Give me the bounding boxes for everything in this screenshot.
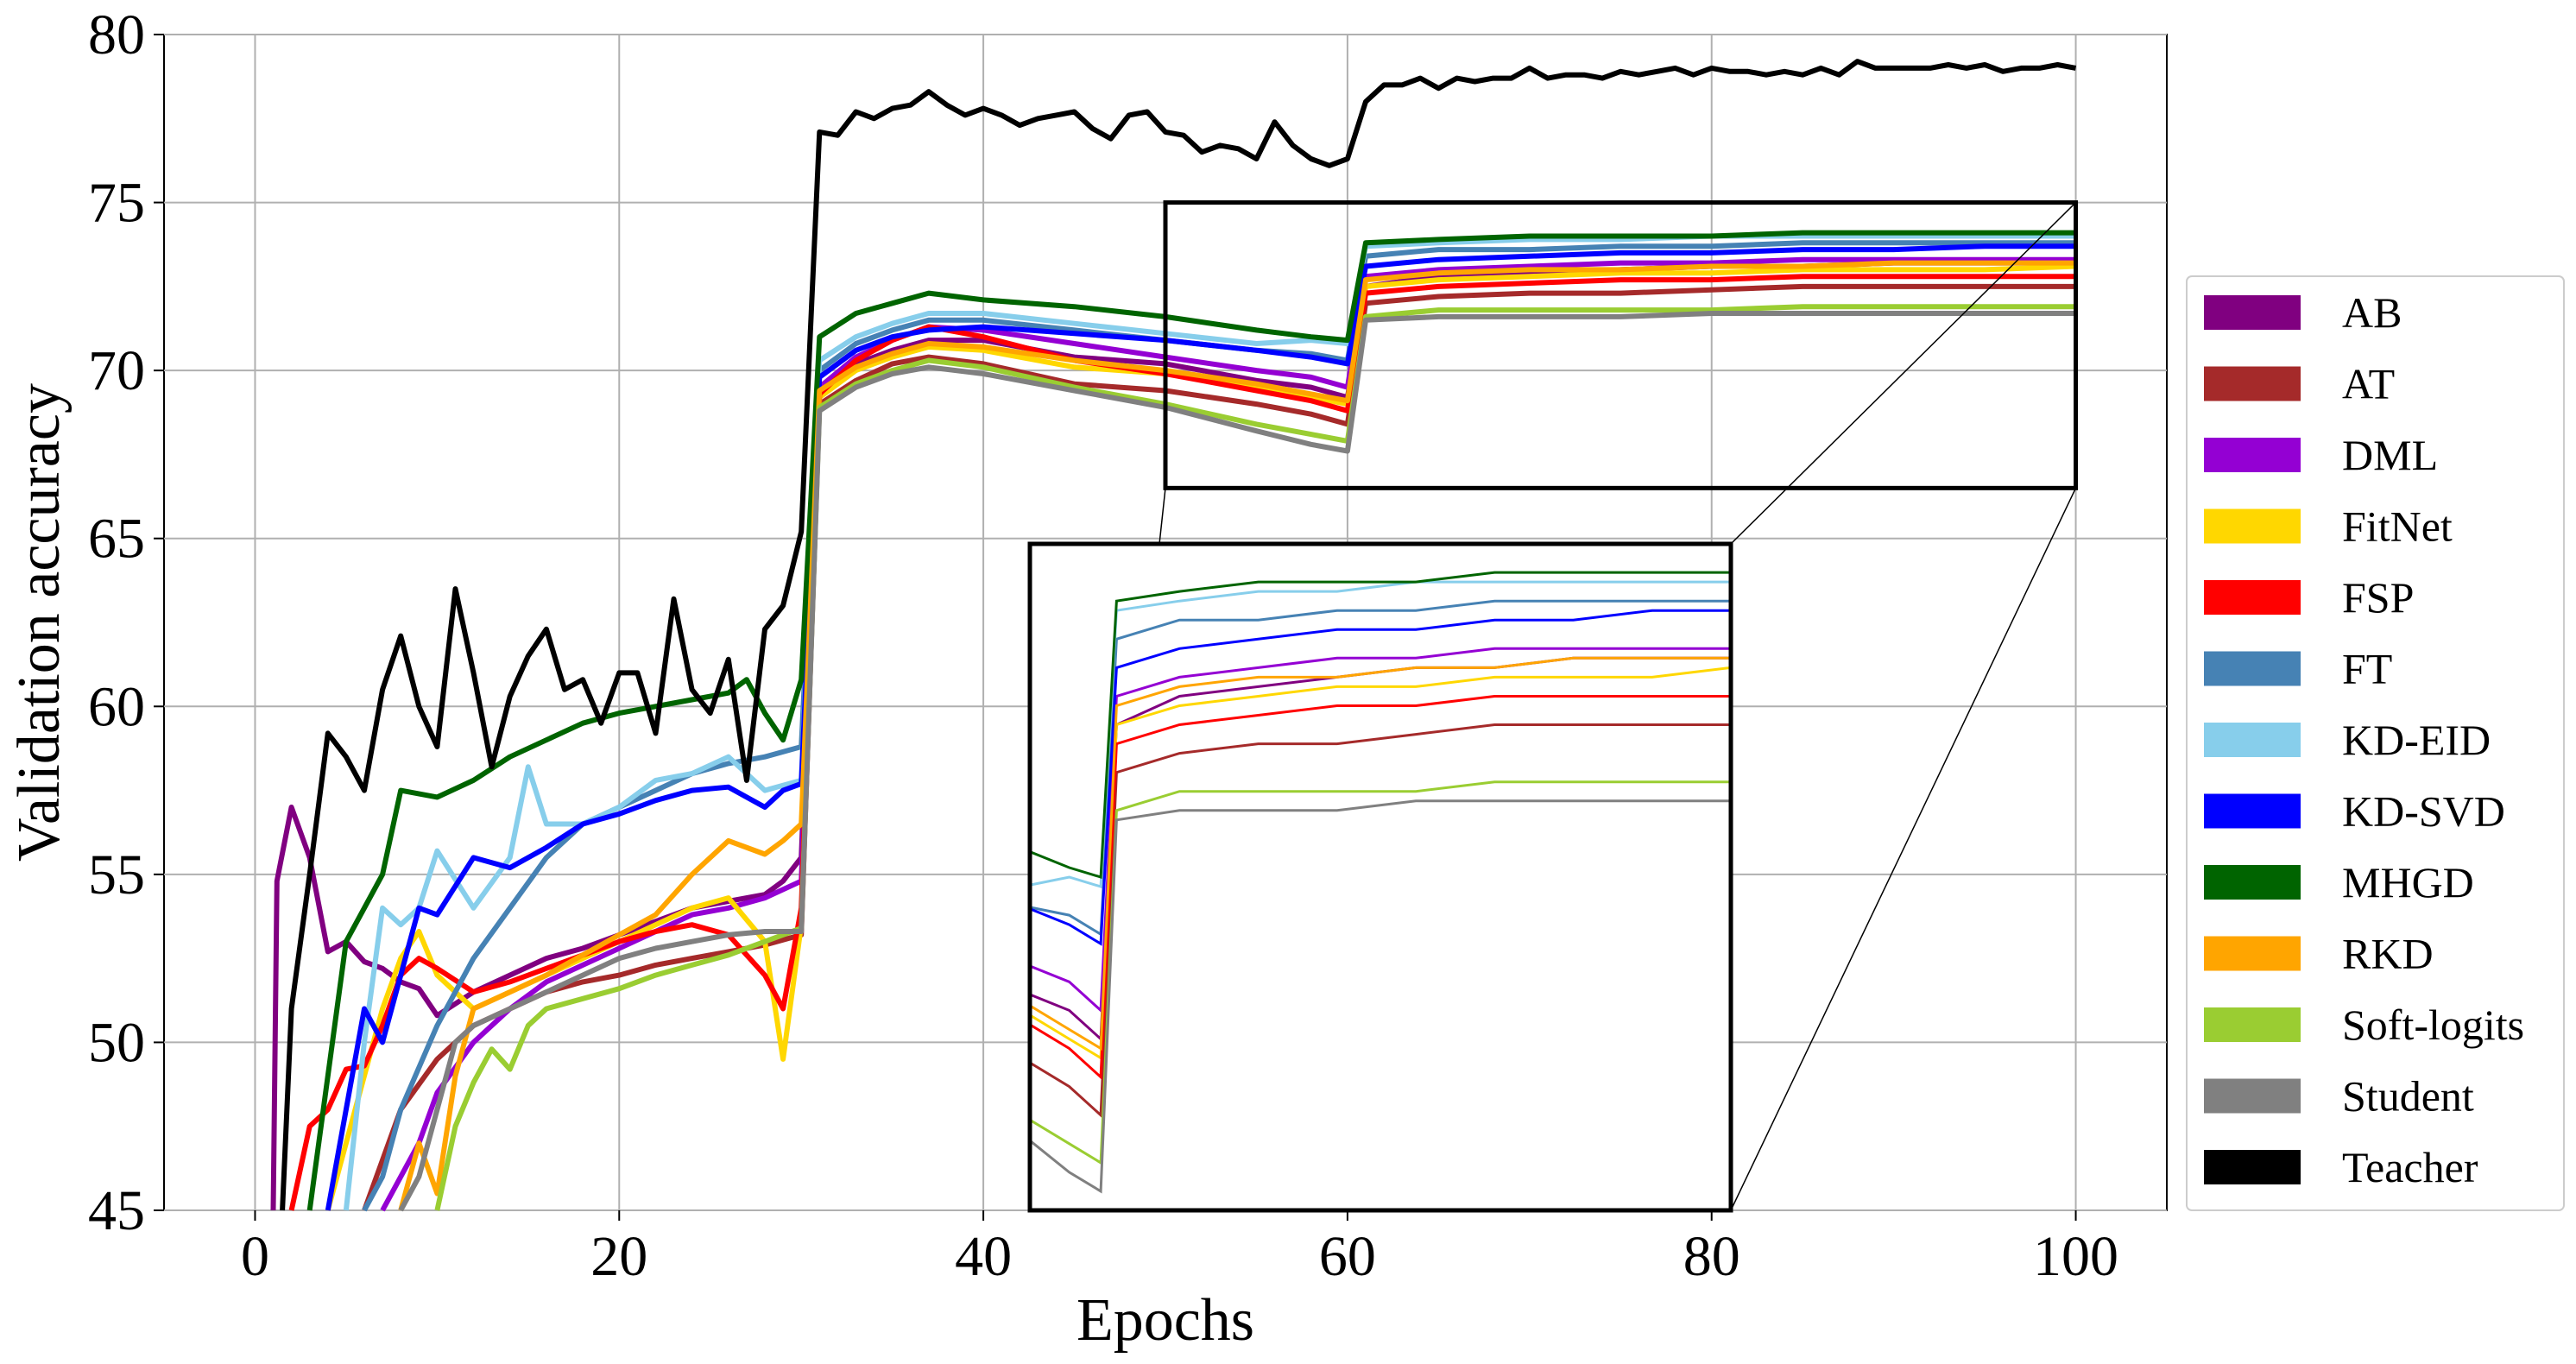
legend-label: Student xyxy=(2342,1072,2474,1121)
legend-swatch xyxy=(2204,793,2301,829)
legend-swatch xyxy=(2204,366,2301,401)
legend-swatch xyxy=(2204,1007,2301,1042)
zoom-inset xyxy=(1027,541,1733,1213)
y-tick-label: 70 xyxy=(88,339,145,402)
zoom-region-box xyxy=(1163,200,2079,490)
y-tick-label: 65 xyxy=(88,508,145,571)
series-line-ft xyxy=(362,240,2076,1212)
legend-label: DML xyxy=(2342,431,2438,479)
x-tick-label: 60 xyxy=(1319,1225,1376,1288)
series-lines xyxy=(270,59,2077,1212)
axis-ticks: 0 20 40 60 80 100 45 50 55 60 65 70 75 80 xyxy=(88,3,2118,1288)
legend-label: KD-EID xyxy=(2342,716,2491,764)
inset-line-student xyxy=(1030,799,1731,1194)
x-tick-label: 20 xyxy=(590,1225,647,1288)
legend-swatch xyxy=(2204,1078,2301,1114)
legend-label: FitNet xyxy=(2342,502,2453,551)
y-tick-label: 75 xyxy=(88,172,145,235)
inset-line-soft-logits xyxy=(1030,780,1731,1165)
legend-label: RKD xyxy=(2342,930,2434,978)
connector-line xyxy=(1730,488,2077,1211)
inset-frame xyxy=(1027,541,1733,1213)
x-tick-label: 0 xyxy=(241,1225,269,1288)
x-tick-label: 40 xyxy=(955,1225,1012,1288)
x-tick-label: 80 xyxy=(1683,1225,1740,1288)
legend-label: Soft-logits xyxy=(2342,1001,2524,1049)
legend-swatch xyxy=(2204,1150,2301,1184)
series-line-kd-eid xyxy=(343,233,2076,1211)
x-axis-label: Epochs xyxy=(1076,1287,1254,1354)
inset-line-fsp xyxy=(1030,695,1731,1080)
legend-label: FT xyxy=(2342,645,2392,693)
y-tick-label: 45 xyxy=(88,1179,145,1242)
legend-label: AB xyxy=(2342,288,2402,337)
connector-line xyxy=(1159,488,1166,545)
legend-swatch xyxy=(2204,295,2301,330)
x-tick-label: 100 xyxy=(2033,1225,2118,1288)
inset-series xyxy=(1030,571,1731,1194)
y-tick-label: 55 xyxy=(88,843,145,906)
series-line-mhgd xyxy=(306,230,2076,1211)
series-line-soft-logits xyxy=(434,304,2076,1211)
y-axis-label: Validation accuracy xyxy=(6,383,73,862)
y-tick-label: 60 xyxy=(88,675,145,738)
inset-line-ft xyxy=(1030,599,1731,937)
legend-label: MHGD xyxy=(2342,858,2474,906)
legend-swatch xyxy=(2204,723,2301,757)
legend-swatch xyxy=(2204,651,2301,686)
legend-swatch xyxy=(2204,438,2301,472)
legend-label: FSP xyxy=(2342,573,2414,622)
legend-swatch xyxy=(2204,865,2301,900)
legend-label: Teacher xyxy=(2342,1143,2478,1191)
inset-line-at xyxy=(1030,723,1731,1118)
inset-line-mhgd xyxy=(1030,571,1731,879)
legend: AB AT DML FitNet FSP FT KD-EID KD-SVD MHGD RKD Sof… xyxy=(2186,275,2565,1211)
legend-swatch xyxy=(2204,508,2301,544)
inset-line-dml xyxy=(1030,647,1731,1014)
legend-swatch xyxy=(2204,580,2301,615)
legend-swatch xyxy=(2204,936,2301,971)
y-tick-label: 50 xyxy=(88,1011,145,1074)
y-tick-label: 80 xyxy=(88,3,145,66)
legend-label: KD-SVD xyxy=(2342,787,2505,836)
inset-line-kd-svd xyxy=(1030,609,1731,946)
inset-background xyxy=(1030,544,1731,1210)
inset-line-kd-eid xyxy=(1030,580,1731,888)
inset-line-rkd xyxy=(1030,656,1731,1051)
series-line-teacher xyxy=(280,59,2077,1211)
inset-line-fitnet xyxy=(1030,666,1731,1061)
series-line-rkd xyxy=(398,260,2076,1211)
legend-label: AT xyxy=(2342,360,2395,408)
series-line-student xyxy=(398,311,2076,1212)
